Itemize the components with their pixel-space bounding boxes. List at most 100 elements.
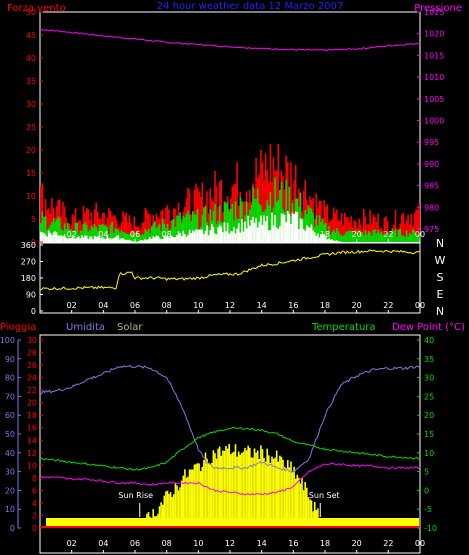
wind-bar-green	[225, 202, 227, 242]
humidity-y-tick-label: 80	[5, 374, 15, 383]
wind-bar-green	[157, 226, 159, 242]
pressure-y-tick-label: 980	[424, 203, 439, 212]
solar-bar	[309, 499, 311, 528]
wind-bar-green	[66, 222, 69, 242]
solar-bar	[203, 459, 205, 528]
wind-y-tick-label: 45	[26, 31, 36, 40]
wind-bar-green	[44, 216, 47, 242]
wind-bar-white	[74, 238, 77, 242]
wind-bar-white	[285, 222, 287, 242]
sun-set-label: Sun Set	[309, 491, 340, 500]
wind-bar-green	[340, 235, 343, 242]
wind-bar-white	[203, 234, 205, 242]
wind-bar-white	[263, 215, 265, 242]
direction-x-tick-label: 00	[415, 301, 425, 310]
wind-bar-red	[123, 215, 126, 242]
solar-bar	[169, 492, 172, 528]
wind-bar-white	[237, 223, 240, 242]
wind-bar-red	[366, 224, 368, 242]
solar-bar	[230, 454, 232, 528]
rain-y-tick-label: 10	[27, 461, 37, 470]
pressure-y-tick-label: 990	[424, 160, 439, 169]
humidity-line	[40, 364, 421, 473]
wind-bar-white	[329, 239, 332, 242]
solar-bar	[261, 449, 264, 528]
wind-bar-green	[136, 230, 139, 242]
solar-bar	[192, 469, 194, 528]
solar-bar	[163, 495, 166, 528]
wind-bar-red	[174, 208, 177, 242]
wind-bar-green	[304, 210, 306, 242]
wind-bar-white	[85, 235, 88, 242]
direction-x-tick-label: 08	[162, 301, 172, 310]
wind-bar-green	[348, 230, 351, 242]
wind-bar-white	[63, 234, 66, 242]
wind-bar-green	[320, 221, 322, 242]
wind-bar-white	[174, 236, 177, 242]
solar-bar	[255, 452, 257, 528]
wind-bar-white	[245, 228, 248, 242]
wind-bar-green	[337, 231, 340, 242]
wind-bar-white	[313, 232, 316, 242]
temp-y-tick-label: 30	[424, 374, 434, 383]
wind-bar-green	[127, 234, 129, 242]
wind-bar-green	[89, 230, 91, 242]
wind-bar-green	[245, 201, 248, 242]
solar-bar	[196, 463, 199, 528]
wind-bar-white	[84, 235, 86, 242]
wind-bar-red	[329, 220, 332, 242]
direction-x-tick-label: 10	[193, 301, 203, 310]
wind-x-tick-label: 14	[257, 230, 267, 239]
wind-bar-green	[65, 229, 67, 242]
wind-bar-white	[336, 240, 338, 242]
wind-bar-white	[116, 235, 118, 242]
wind-bar-green	[397, 230, 400, 242]
wind-bar-red	[336, 209, 338, 242]
wind-bar-white	[196, 229, 199, 242]
wind-bar-white	[166, 236, 169, 242]
wind-bar-white	[268, 230, 270, 242]
wind-bar-white	[230, 231, 232, 242]
wind-bar-red	[71, 214, 74, 242]
wind-bar-white	[131, 241, 134, 242]
wind-bar-green	[168, 230, 170, 242]
direction-x-tick-label: 16	[288, 301, 298, 310]
wind-bar-white	[68, 237, 71, 242]
wind-bar-white	[277, 229, 280, 242]
wind-bar-green	[70, 229, 72, 242]
wind-bar-green	[179, 212, 181, 242]
weather-x-tick-label: 00	[415, 539, 425, 548]
wind-bar-green	[41, 211, 44, 242]
wind-bar-white	[138, 241, 140, 242]
wind-bar-green	[226, 202, 229, 242]
wind-bar-green	[182, 215, 185, 242]
temp-y-tick-label: -10	[424, 524, 437, 533]
solar-bar	[285, 468, 287, 528]
wind-bar-red	[236, 162, 238, 242]
solar-bar	[293, 466, 295, 528]
wind-bar-red	[155, 213, 158, 242]
wind-bar-green	[212, 210, 215, 242]
solar-bar	[198, 463, 200, 528]
solar-bar	[233, 451, 235, 528]
rain-y-tick-label: 0	[32, 524, 37, 533]
wind-bar-red	[369, 209, 371, 242]
wind-bar-red	[242, 202, 245, 242]
temp-y-tick-label: 10	[424, 449, 434, 458]
humidity-y-tick-label: 30	[5, 468, 15, 477]
wind-bar-red	[147, 213, 150, 242]
rain-y-tick-label: 8	[32, 474, 37, 483]
wind-bar-green	[188, 214, 191, 242]
wind-bar-green	[377, 230, 379, 242]
wind-bar-white	[180, 236, 183, 242]
pressure-line	[40, 28, 421, 52]
direction-x-tick-label: 06	[130, 301, 140, 310]
wind-bar-green	[299, 192, 302, 242]
wind-bar-red	[198, 191, 200, 242]
solar-bar	[215, 458, 218, 528]
wind-bar-green	[154, 221, 156, 242]
wind-bar-white	[78, 236, 80, 242]
wind-bar-white	[47, 230, 50, 242]
wind-bar-red	[62, 202, 64, 242]
